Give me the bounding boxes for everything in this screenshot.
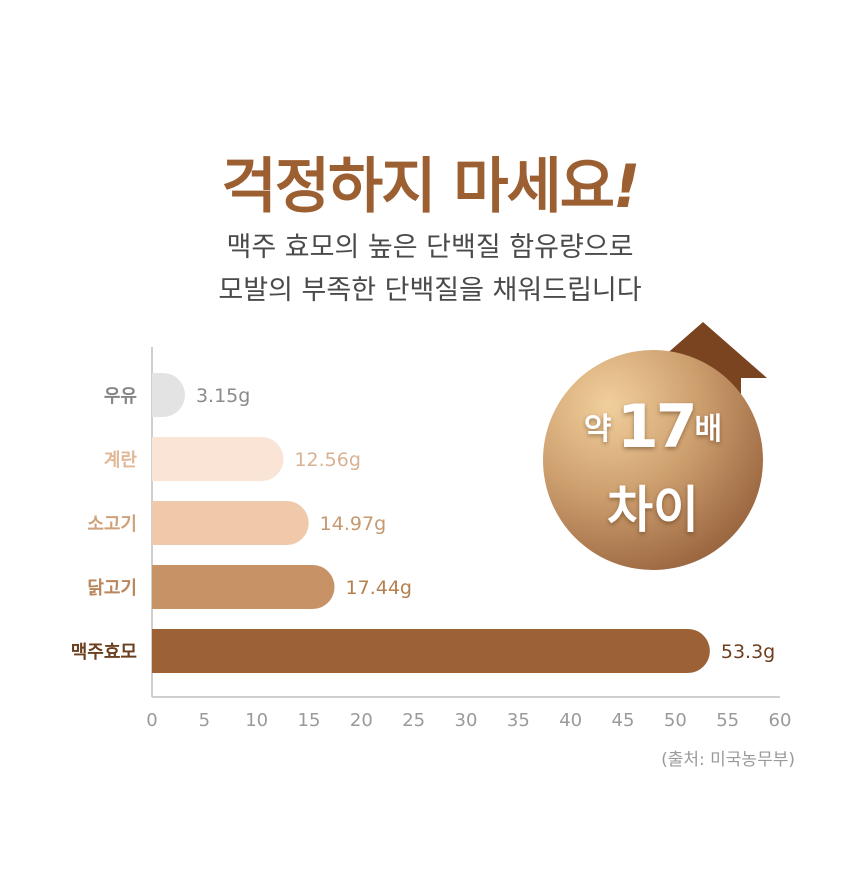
subtitle: 맥주 효모의 높은 단백질 함유량으로 모발의 부족한 단백질을 채워드립니다 bbox=[0, 226, 860, 312]
value-label: 14.97g bbox=[320, 513, 386, 535]
category-label: 소고기 bbox=[87, 514, 137, 535]
x-tick-label: 20 bbox=[350, 710, 373, 731]
chart-bars: 우유 3.15g 계란 12.56g 소고기 14.97g 닭고기 17.44g 맥주효모 53.… bbox=[71, 373, 775, 673]
x-tick-label: 0 bbox=[146, 710, 157, 731]
x-tick-label: 5 bbox=[199, 710, 210, 731]
badge-prefix: 약 bbox=[583, 412, 612, 447]
category-label: 닭고기 bbox=[87, 578, 137, 599]
x-tick-label: 45 bbox=[612, 710, 635, 731]
subtitle-line-1: 맥주 효모의 높은 단백질 함유량으로 bbox=[226, 232, 634, 263]
bar bbox=[152, 373, 185, 417]
category-label: 우유 bbox=[104, 386, 137, 407]
subtitle-line-2: 모발의 부족한 단백질을 채워드립니다 bbox=[218, 275, 642, 306]
x-tick-label: 30 bbox=[455, 710, 478, 731]
value-label: 17.44g bbox=[346, 577, 412, 599]
category-label: 맥주효모 bbox=[71, 642, 137, 663]
x-tick-label: 50 bbox=[664, 710, 687, 731]
x-tick-label: 40 bbox=[559, 710, 582, 731]
x-tick-label: 25 bbox=[402, 710, 425, 731]
badge-suffix: 배 bbox=[694, 412, 723, 447]
source-note: (출처: 미국농무부) bbox=[661, 750, 795, 770]
x-tick-label: 35 bbox=[507, 710, 530, 731]
chart-x-ticks: 0 5 10 15 20 25 30 35 40 45 50 55 60 bbox=[146, 710, 791, 731]
badge-line-1: 약 17배 bbox=[543, 392, 763, 462]
value-label: 3.15g bbox=[196, 385, 250, 407]
page-title: 걱정하지 마세요! bbox=[0, 138, 860, 225]
x-tick-label: 10 bbox=[245, 710, 268, 731]
bar bbox=[152, 629, 710, 673]
value-label: 53.3g bbox=[721, 641, 775, 663]
title-text: 걱정하지 마세요 bbox=[221, 152, 615, 222]
badge-number: 17 bbox=[617, 392, 697, 462]
title-exclamation: ! bbox=[612, 152, 640, 222]
category-label: 계란 bbox=[104, 450, 138, 471]
x-tick-label: 60 bbox=[769, 710, 792, 731]
x-tick-label: 55 bbox=[716, 710, 739, 731]
value-label: 12.56g bbox=[294, 449, 360, 471]
bar bbox=[152, 501, 309, 545]
x-tick-label: 15 bbox=[298, 710, 321, 731]
ratio-badge: 약 17배 차이 bbox=[543, 350, 763, 570]
bar bbox=[152, 565, 335, 609]
badge-line-2: 차이 bbox=[607, 481, 699, 539]
badge-circle bbox=[543, 350, 763, 570]
bar bbox=[152, 437, 284, 481]
